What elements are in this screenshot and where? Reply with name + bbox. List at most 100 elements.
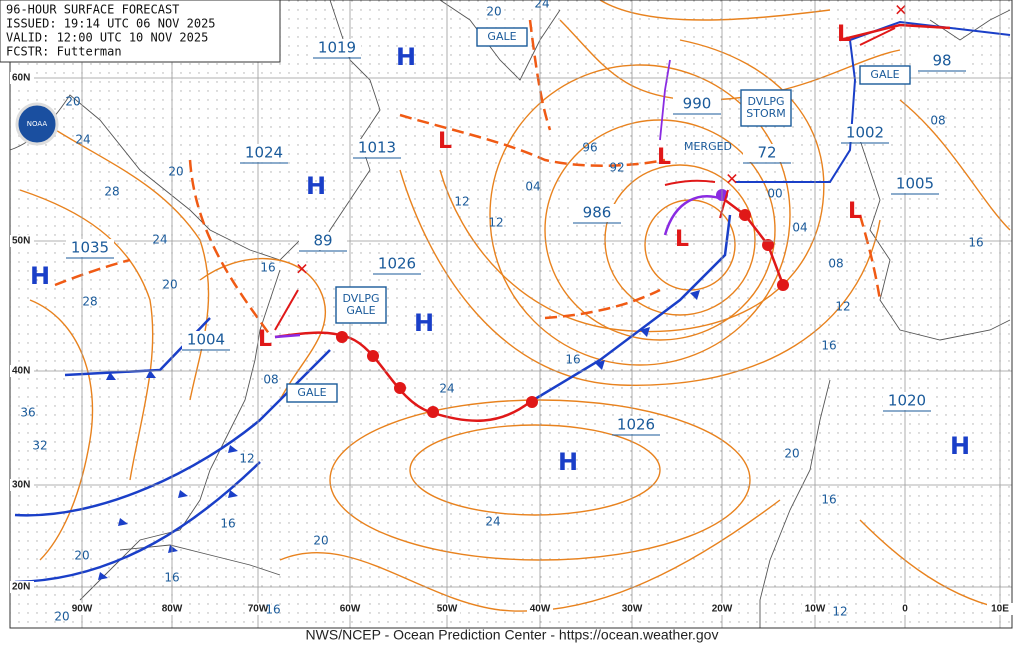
lon-label-bg xyxy=(709,603,735,615)
lon-label-bg xyxy=(245,603,271,615)
lon-label: 10W xyxy=(805,604,826,615)
isobar-label: 12 xyxy=(488,216,503,230)
lon-label: 80W xyxy=(162,604,183,615)
isobar-label: 24 xyxy=(534,0,549,11)
lat-label-bg xyxy=(10,479,34,491)
pressure-bg xyxy=(573,204,621,222)
isobar-label: 20 xyxy=(74,549,89,563)
warning-box xyxy=(740,89,792,127)
high-center: H xyxy=(558,448,578,476)
isobar-label: 12 xyxy=(454,195,469,209)
note-label: MERGED xyxy=(684,140,732,153)
warning-box xyxy=(286,383,338,403)
header-box xyxy=(0,0,281,63)
pressure-bg xyxy=(883,392,931,410)
pressure-label: 1013 xyxy=(358,139,396,157)
isobar-label: 08 xyxy=(828,257,843,271)
isobar-label: 92 xyxy=(609,161,624,175)
warning-label: GALE xyxy=(297,386,326,399)
high-center: H xyxy=(396,43,416,71)
lat-label-bg xyxy=(10,581,34,593)
isobar-label: 96 xyxy=(582,141,597,155)
pressure-bg xyxy=(313,39,361,57)
pressure-bg xyxy=(353,139,401,157)
pressure-bg xyxy=(918,52,966,70)
warning-label: GALE xyxy=(870,68,899,81)
lat-label: 50N xyxy=(12,236,30,247)
dot-grid xyxy=(10,0,1012,628)
pressure-label: 89 xyxy=(313,232,332,250)
isobar-label: 00 xyxy=(767,187,782,201)
lat-label-bg xyxy=(10,235,34,247)
lon-label-bg xyxy=(69,603,95,615)
lon-label: 50W xyxy=(437,604,458,615)
high-center: H xyxy=(414,309,434,337)
pressure-label: 98 xyxy=(932,52,951,70)
pressure-bg xyxy=(299,232,347,250)
pressure-label: 72 xyxy=(757,144,776,162)
lon-label: 40W xyxy=(530,604,551,615)
isobar-label: 16 xyxy=(220,517,235,531)
isobar-label: 08 xyxy=(930,114,945,128)
isobar-label: 16 xyxy=(821,493,836,507)
lon-label: 90W xyxy=(72,604,93,615)
pressure-bg xyxy=(841,124,889,142)
lon-label-bg xyxy=(159,603,185,615)
warning-label: GALE xyxy=(487,30,516,43)
pressure-label: 1002 xyxy=(846,124,884,142)
logo-text: NOAA xyxy=(27,120,48,128)
isobar-label: 36 xyxy=(20,406,35,420)
header-line: VALID: 12:00 UTC 10 NOV 2025 xyxy=(6,31,208,45)
lon-label-bg xyxy=(527,603,553,615)
pressure-bg xyxy=(66,239,114,257)
isobar-label: 12 xyxy=(239,452,254,466)
isobar-label: 16 xyxy=(821,339,836,353)
isobar-label: 16 xyxy=(164,571,179,585)
isobar-label: 04 xyxy=(792,221,807,235)
high-center: H xyxy=(950,432,970,460)
troughs xyxy=(54,19,882,336)
labels: 60N 50N 40N 30N 20N 90W 80W 70W 60W 50W 40W 30W 20W 1… xyxy=(9,0,1013,629)
lon-label-bg xyxy=(434,603,460,615)
low-center: L xyxy=(438,129,452,154)
map-border xyxy=(9,0,1013,629)
pressure-bg xyxy=(673,95,721,113)
isobar-label: 24 xyxy=(439,382,454,396)
footer: NWS/NCEP - Ocean Prediction Center - htt… xyxy=(306,627,719,643)
isobar-label: 24 xyxy=(75,133,90,147)
pressure-bg xyxy=(240,144,288,162)
lon-label-bg xyxy=(802,603,828,615)
lon-label: 0 xyxy=(902,604,908,615)
isobar-label: 20 xyxy=(486,5,501,19)
isobar-label: 28 xyxy=(104,185,119,199)
header-line: 96-HOUR SURFACE FORECAST xyxy=(6,3,179,17)
fronts xyxy=(14,20,1011,584)
storm-arrows: ✕ ✕ ✕ xyxy=(274,1,908,331)
isobar-label: 20 xyxy=(784,447,799,461)
lat-label-bg xyxy=(10,365,34,377)
isobar-label: 24 xyxy=(485,515,500,529)
lat-label-bg xyxy=(10,72,34,84)
isobar-label: 32 xyxy=(32,439,47,453)
pressure-label: 1005 xyxy=(896,175,934,193)
isobar-label: 20 xyxy=(65,95,80,109)
noaa-logo xyxy=(15,102,59,146)
isobar-label: 20 xyxy=(168,165,183,179)
warning-label: DVLPG GALE xyxy=(342,292,379,317)
warning-box xyxy=(859,65,911,85)
lon-label: 60W xyxy=(340,604,361,615)
low-center: L xyxy=(675,227,689,252)
isobar-label: 04 xyxy=(525,180,540,194)
header-line: FCSTR: Futterman xyxy=(6,45,122,59)
svg-text:✕: ✕ xyxy=(894,1,907,20)
pressure-label: 990 xyxy=(683,95,712,113)
lat-label: 20N xyxy=(12,582,30,593)
lon-label: 20W xyxy=(712,604,733,615)
pressure-label: 1026 xyxy=(378,255,416,273)
warning-box xyxy=(335,286,387,324)
pressure-label: 1004 xyxy=(187,331,225,349)
lat-label: 30N xyxy=(12,480,30,491)
graticule xyxy=(9,0,1013,629)
pressure-bg xyxy=(743,144,791,162)
